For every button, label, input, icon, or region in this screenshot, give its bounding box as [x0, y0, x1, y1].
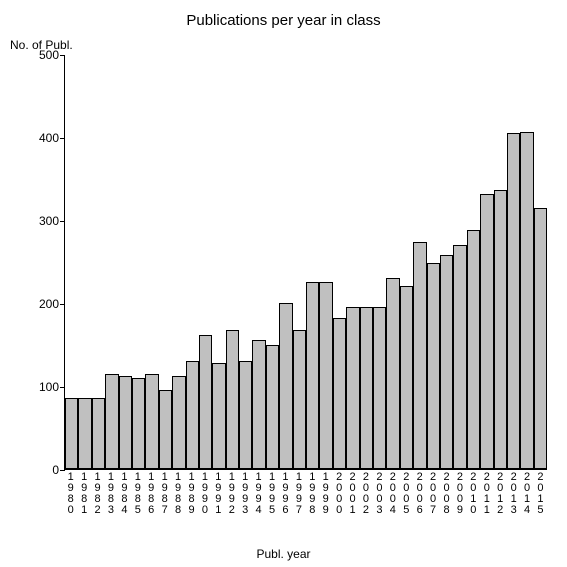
- x-tick-label: 1990: [198, 472, 211, 516]
- chart-title: Publications per year in class: [0, 12, 567, 29]
- x-tick-label: 2005: [400, 472, 413, 516]
- x-tick-label: 1983: [104, 472, 117, 516]
- x-tick-label: 1981: [77, 472, 90, 516]
- x-tick-label: 1980: [64, 472, 77, 516]
- x-tick-label: 2006: [413, 472, 426, 516]
- x-tick-label: 1998: [306, 472, 319, 516]
- bar: [239, 361, 252, 469]
- y-tick-mark: [60, 55, 65, 56]
- x-tick-label: 1993: [238, 472, 251, 516]
- bar: [145, 374, 158, 469]
- bar: [293, 330, 306, 469]
- x-tick-label: 2003: [373, 472, 386, 516]
- x-tick-label: 2014: [520, 472, 533, 516]
- y-tick-mark: [60, 304, 65, 305]
- bar: [400, 286, 413, 469]
- x-tick-label: 2009: [453, 472, 466, 516]
- x-tick-label: 1995: [265, 472, 278, 516]
- bar: [494, 190, 507, 469]
- bar: [172, 376, 185, 469]
- bar: [78, 398, 91, 469]
- bar: [453, 245, 466, 469]
- bar: [65, 398, 78, 469]
- x-tick-label: 2008: [440, 472, 453, 516]
- bar: [279, 303, 292, 469]
- bar: [186, 361, 199, 469]
- bar: [199, 335, 212, 469]
- bar: [252, 340, 265, 469]
- x-tick-label: 1999: [319, 472, 332, 516]
- x-axis-label: Publ. year: [0, 547, 567, 561]
- chart-container: Publications per year in class No. of Pu…: [0, 0, 567, 567]
- bar: [105, 374, 118, 469]
- bar: [119, 376, 132, 469]
- x-tick-label: 2015: [534, 472, 547, 516]
- y-tick-mark: [60, 138, 65, 139]
- x-tick-label: 1994: [252, 472, 265, 516]
- bar: [480, 194, 493, 469]
- x-tick-label: 1985: [131, 472, 144, 516]
- bar: [507, 133, 520, 469]
- bar: [534, 208, 547, 469]
- bar: [226, 330, 239, 469]
- x-tick-label: 2011: [480, 472, 493, 516]
- x-tick-label: 2004: [386, 472, 399, 516]
- x-tick-label: 2000: [332, 472, 345, 516]
- bar: [159, 390, 172, 469]
- x-tick-label: 2012: [494, 472, 507, 516]
- bar: [373, 307, 386, 469]
- bar: [520, 132, 533, 469]
- x-tick-label: 1991: [212, 472, 225, 516]
- x-tick-label: 1987: [158, 472, 171, 516]
- y-tick-mark: [60, 221, 65, 222]
- bar: [132, 378, 145, 469]
- y-tick-mark: [60, 470, 65, 471]
- y-tick-mark: [60, 387, 65, 388]
- bar: [440, 255, 453, 469]
- x-tick-label: 1989: [185, 472, 198, 516]
- bar: [346, 307, 359, 469]
- x-tick-label: 1992: [225, 472, 238, 516]
- x-tick-label: 1982: [91, 472, 104, 516]
- bars-group: [65, 55, 547, 469]
- bar: [413, 242, 426, 469]
- x-tick-label: 1988: [171, 472, 184, 516]
- bar: [333, 318, 346, 469]
- x-tick-label: 2002: [359, 472, 372, 516]
- bar: [212, 363, 225, 469]
- bar: [266, 345, 279, 470]
- x-tick-label: 1984: [118, 472, 131, 516]
- x-tick-label: 1986: [145, 472, 158, 516]
- x-tick-label: 2001: [346, 472, 359, 516]
- x-tick-label: 2013: [507, 472, 520, 516]
- x-tick-labels: 1980198119821983198419851986198719881989…: [64, 472, 547, 516]
- bar: [386, 278, 399, 469]
- bar: [467, 230, 480, 469]
- x-tick-label: 1996: [279, 472, 292, 516]
- x-tick-label: 2010: [467, 472, 480, 516]
- bar: [92, 398, 105, 469]
- bar: [306, 282, 319, 469]
- x-tick-label: 1997: [292, 472, 305, 516]
- bar: [360, 307, 373, 469]
- x-tick-label: 2007: [426, 472, 439, 516]
- bar: [319, 282, 332, 469]
- plot-area: 0100200300400500: [64, 55, 547, 470]
- bar: [427, 263, 440, 469]
